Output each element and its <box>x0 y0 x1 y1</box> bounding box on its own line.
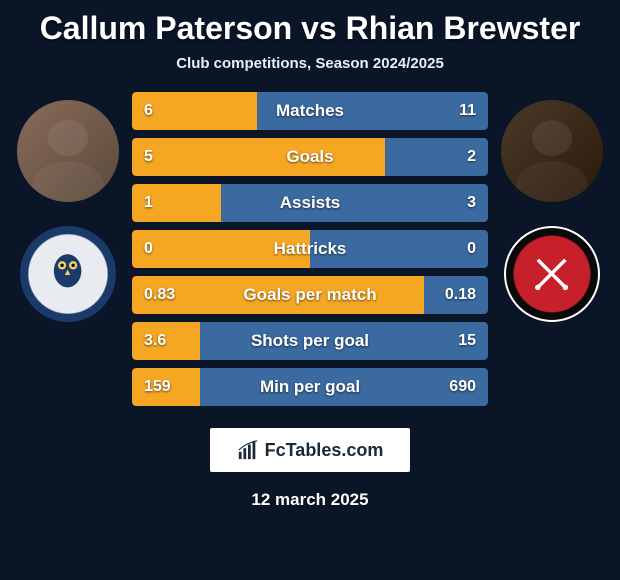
stat-label: Goals per match <box>243 285 376 305</box>
stat-value-right: 0 <box>467 240 476 258</box>
stat-label: Hattricks <box>274 239 347 259</box>
date-label: 12 march 2025 <box>0 490 620 510</box>
page-title: Callum Paterson vs Rhian Brewster <box>0 0 620 47</box>
stat-row: 3.6 15 Shots per goal <box>132 322 488 360</box>
stat-value-left: 0.83 <box>144 286 175 304</box>
stat-value-left: 0 <box>144 240 153 258</box>
player-left-avatar <box>17 100 119 202</box>
stat-row: 1 3 Assists <box>132 184 488 222</box>
stat-row: 0.83 0.18 Goals per match <box>132 276 488 314</box>
brand-label: FcTables.com <box>265 440 384 461</box>
player-right-avatar <box>501 100 603 202</box>
comparison-content: 6 11 Matches 5 2 Goals 1 3 Assists 0 0 Hattricks 0.8… <box>0 92 620 406</box>
club-left-crest <box>20 226 116 322</box>
stat-label: Assists <box>280 193 340 213</box>
stat-row: 6 11 Matches <box>132 92 488 130</box>
club-right-crest <box>504 226 600 322</box>
stat-value-right: 2 <box>467 148 476 166</box>
stat-label: Matches <box>276 101 344 121</box>
stat-value-right: 690 <box>449 378 476 396</box>
bar-right <box>221 184 488 222</box>
stat-value-left: 1 <box>144 194 153 212</box>
stat-row: 5 2 Goals <box>132 138 488 176</box>
subtitle: Club competitions, Season 2024/2025 <box>0 55 620 72</box>
stat-label: Min per goal <box>260 377 360 397</box>
chart-icon <box>237 439 259 461</box>
owl-icon <box>40 246 95 301</box>
stat-label: Shots per goal <box>251 331 369 351</box>
stat-value-left: 5 <box>144 148 153 166</box>
swords-icon <box>524 246 579 301</box>
stat-value-left: 6 <box>144 102 153 120</box>
stat-row: 159 690 Min per goal <box>132 368 488 406</box>
right-side <box>492 92 612 406</box>
stat-label: Goals <box>286 147 333 167</box>
left-side <box>8 92 128 406</box>
stat-value-right: 11 <box>459 102 476 120</box>
stat-bars: 6 11 Matches 5 2 Goals 1 3 Assists 0 0 Hattricks 0.8… <box>128 92 492 406</box>
stat-value-right: 15 <box>458 332 476 350</box>
bar-left <box>132 138 385 176</box>
stat-value-left: 3.6 <box>144 332 166 350</box>
stat-value-left: 159 <box>144 378 171 396</box>
stat-row: 0 0 Hattricks <box>132 230 488 268</box>
stat-value-right: 3 <box>467 194 476 212</box>
brand-badge: FcTables.com <box>210 428 410 472</box>
stat-value-right: 0.18 <box>445 286 476 304</box>
